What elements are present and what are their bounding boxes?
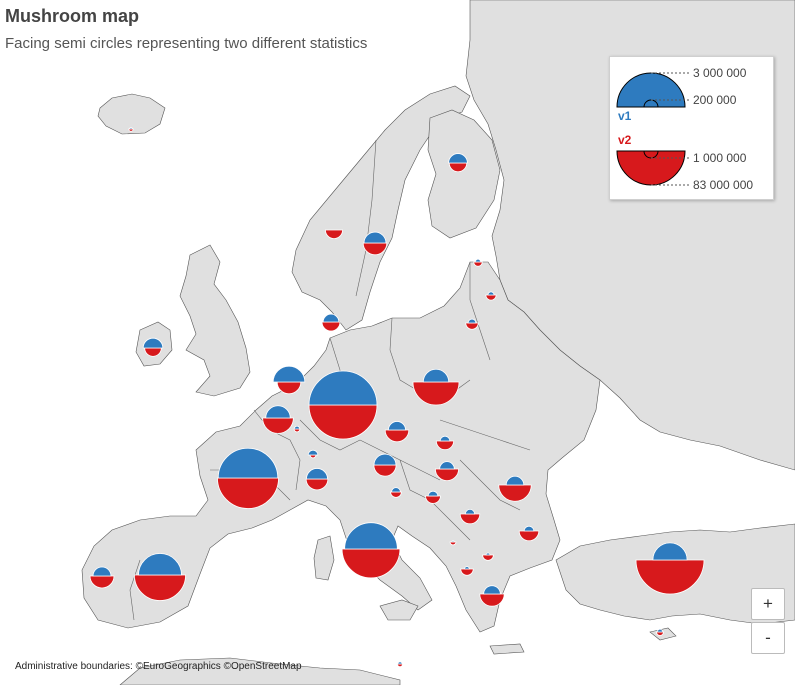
legend-v2-large-semicircle	[616, 150, 686, 186]
legend-v2-min-label: 1 000 000	[693, 151, 747, 165]
mushroom-v1-north-macedonia[interactable]	[485, 552, 491, 556]
mushroom-v2-iceland[interactable]	[128, 128, 134, 132]
mushroom-v1-belgium[interactable]	[293, 425, 301, 430]
region-crete	[489, 643, 525, 655]
mushroom-v2-czechia[interactable]	[384, 429, 410, 443]
mushroom-v2-north-macedonia[interactable]	[482, 554, 494, 561]
legend-v1-series-label: v1	[618, 109, 632, 123]
mushroom-v2-france[interactable]	[217, 477, 279, 509]
mushroom-v2-slovakia[interactable]	[435, 440, 455, 450]
map-subtitle: Facing semi circles representing two dif…	[5, 35, 368, 52]
mushroom-v1-luxembourg[interactable]	[307, 449, 319, 456]
mushroom-v2-spain[interactable]	[134, 574, 186, 601]
mushroom-v2-malta[interactable]	[396, 663, 404, 667]
mushroom-v2-poland[interactable]	[412, 381, 460, 406]
mushroom-v1-poland[interactable]	[422, 368, 450, 383]
mushroom-v2-lithuania[interactable]	[465, 322, 479, 330]
attribution-text: Administrative boundaries: ©EuroGeograph…	[15, 661, 302, 672]
mushroom-v2-romania[interactable]	[498, 484, 532, 502]
mushroom-v2-croatia[interactable]	[425, 495, 441, 504]
mushroom-v1-portugal[interactable]	[92, 566, 112, 577]
mushroom-v1-cyprus[interactable]	[656, 628, 664, 633]
mushroom-v1-czechia[interactable]	[388, 421, 406, 431]
mushroom-v2-bulgaria[interactable]	[518, 530, 540, 542]
mushroom-v2-slovenia[interactable]	[390, 491, 402, 498]
mushroom-v1-slovakia[interactable]	[439, 435, 451, 442]
mushroom-v2-portugal[interactable]	[89, 575, 115, 589]
mushroom-v1-latvia[interactable]	[487, 291, 495, 296]
mushroom-v2-turkey[interactable]	[635, 559, 705, 595]
mushroom-v1-switzerland[interactable]	[306, 468, 328, 480]
legend: 3 000 000 200 000 v1 v2 1 000 000 83 000…	[609, 56, 774, 200]
region-uk	[179, 244, 251, 397]
mushroom-v2-montenegro[interactable]	[449, 541, 457, 546]
legend-v1-large-semicircle	[616, 72, 686, 108]
mushroom-v2-norway-west[interactable]	[325, 229, 343, 239]
mushroom-v2-luxembourg[interactable]	[309, 454, 317, 459]
mushroom-v2-belgium[interactable]	[293, 428, 301, 433]
mushroom-v1-sweden[interactable]	[363, 231, 387, 244]
mushroom-v2-estonia[interactable]	[473, 261, 483, 267]
mushroom-v2-switzerland[interactable]	[305, 478, 329, 491]
mushroom-v2-serbia[interactable]	[459, 513, 481, 525]
mushroom-v1-serbia[interactable]	[464, 509, 476, 515]
region-iceland	[97, 93, 166, 135]
legend-graphic	[616, 72, 690, 186]
zoom-in-button[interactable]: +	[751, 588, 785, 620]
mushroom-v1-ireland[interactable]	[142, 337, 164, 349]
mushroom-v1-finland[interactable]	[448, 153, 468, 164]
region-mainland	[81, 261, 601, 633]
mushroom-v1-greece[interactable]	[483, 585, 501, 595]
region-sardinia	[313, 535, 335, 581]
legend-v2-series-label: v2	[618, 133, 632, 147]
mushroom-v2-austria[interactable]	[373, 464, 397, 477]
mushroom-layer	[89, 127, 705, 667]
zoom-out-button[interactable]: -	[751, 622, 785, 654]
mushroom-v1-austria[interactable]	[373, 453, 397, 466]
mushroom-v1-denmark[interactable]	[322, 313, 340, 323]
mushroom-v1-turkey[interactable]	[652, 542, 688, 561]
legend-v1-min-label: 200 000	[693, 93, 737, 107]
mushroom-v2-germany[interactable]	[308, 404, 378, 440]
mushroom-v2-sweden[interactable]	[362, 242, 388, 256]
legend-v2-max-label: 83 000 000	[693, 178, 754, 192]
mushroom-v2-hungary[interactable]	[434, 468, 460, 481]
mushroom-v1-iceland[interactable]	[129, 127, 133, 130]
mushroom-v2-greece[interactable]	[479, 593, 505, 607]
mushroom-v2-latvia[interactable]	[485, 294, 497, 301]
mushroom-v1-montenegro[interactable]	[451, 540, 455, 543]
mushroom-v1-italy[interactable]	[344, 522, 398, 550]
region-scandinavia	[291, 85, 471, 331]
region-finland	[427, 109, 501, 239]
region-north-africa	[119, 657, 401, 685]
mushroom-v2-netherlands[interactable]	[262, 417, 294, 434]
mushroom-v2-denmark[interactable]	[321, 321, 341, 332]
mushroom-v1-estonia[interactable]	[474, 258, 482, 263]
mushroom-v2-italy[interactable]	[341, 548, 401, 579]
mushroom-v1-croatia[interactable]	[427, 490, 439, 497]
mushroom-v1-germany[interactable]	[308, 370, 378, 406]
mushroom-v1-lithuania[interactable]	[467, 318, 477, 324]
mushroom-v1-albania[interactable]	[464, 566, 470, 570]
mushroom-v1-netherlands[interactable]	[265, 405, 291, 419]
mushroom-v2-cyprus[interactable]	[656, 631, 664, 636]
legend-v1-max-label: 3 000 000	[693, 66, 747, 80]
mushroom-v2-ireland[interactable]	[144, 347, 162, 357]
mushroom-v1-spain[interactable]	[138, 553, 182, 576]
mushroom-v1-romania[interactable]	[505, 475, 525, 486]
mushroom-v2-uk[interactable]	[276, 381, 302, 395]
map-title: Mushroom map	[5, 6, 140, 26]
mushroom-v2-albania[interactable]	[460, 568, 474, 576]
mushroom-v1-france[interactable]	[217, 448, 279, 479]
mushroom-v2-finland[interactable]	[448, 162, 468, 173]
mushroom-v1-malta[interactable]	[397, 661, 403, 665]
mushroom-v1-uk[interactable]	[272, 365, 306, 383]
mushroom-v1-slovenia[interactable]	[391, 487, 401, 493]
mushroom-v1-bulgaria[interactable]	[523, 525, 535, 532]
region-sicily	[379, 599, 419, 621]
mushroom-v1-hungary[interactable]	[439, 461, 455, 470]
